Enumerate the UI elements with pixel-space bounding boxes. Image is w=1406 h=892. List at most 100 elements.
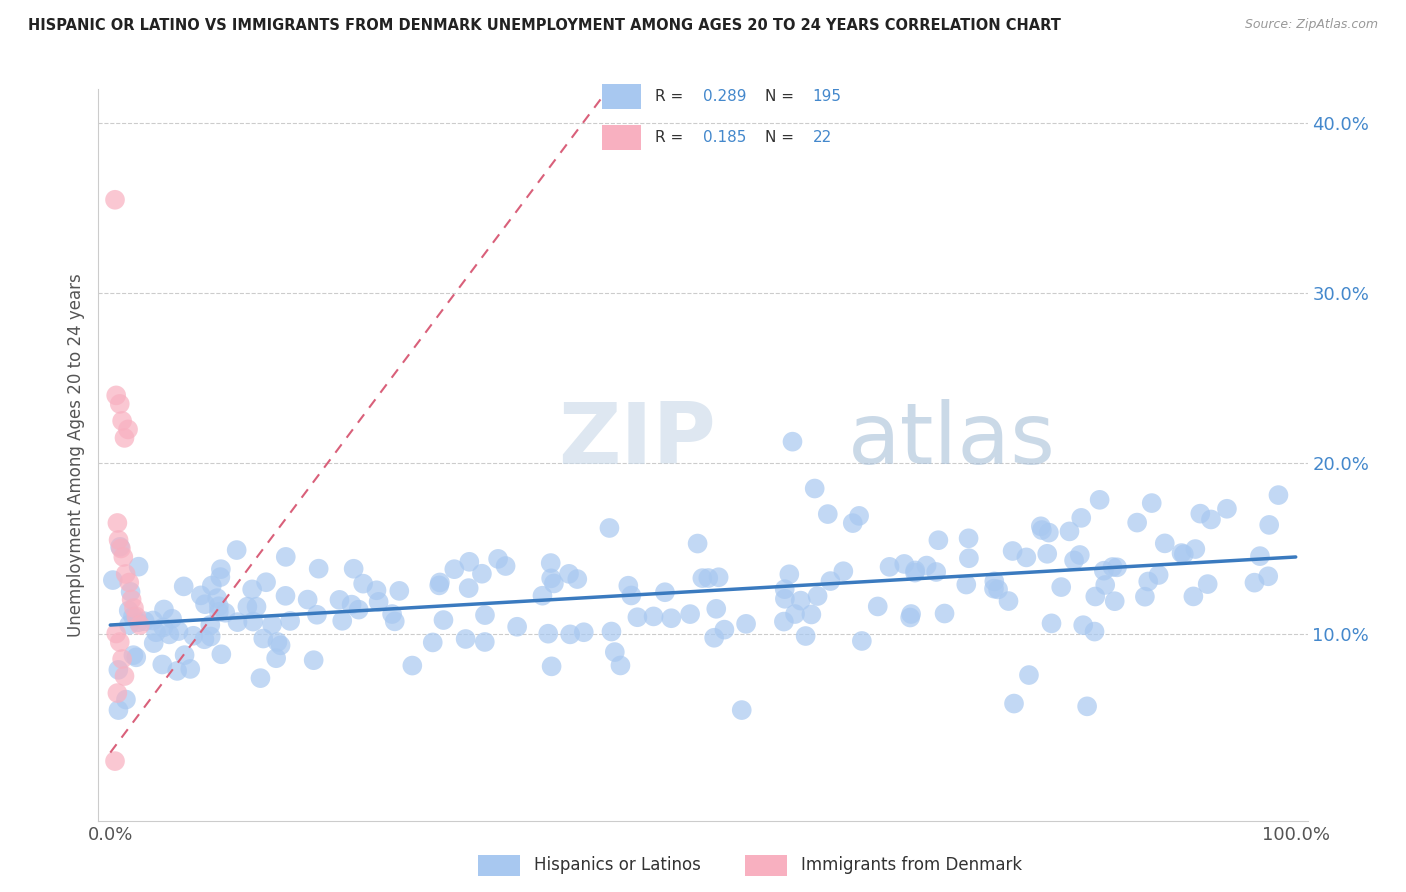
- Point: [1133, 590, 1156, 604]
- Point: [1094, 578, 1116, 592]
- Point: [122, 648, 145, 662]
- Text: N =: N =: [765, 130, 799, 145]
- Text: HISPANIC OR LATINO VS IMMIGRANTS FROM DENMARK UNEMPLOYMENT AMONG AGES 20 TO 24 Y: HISPANIC OR LATINO VS IMMIGRANTS FROM DE…: [28, 18, 1062, 33]
- Point: [1184, 542, 1206, 557]
- Point: [264, 651, 287, 665]
- Point: [817, 507, 839, 521]
- Point: [800, 607, 823, 622]
- Bar: [602, 84, 641, 109]
- Point: [236, 599, 259, 614]
- Point: [422, 635, 444, 649]
- Point: [454, 632, 477, 646]
- Point: [142, 636, 165, 650]
- Point: [429, 575, 451, 590]
- Point: [957, 551, 980, 566]
- Point: [543, 576, 565, 591]
- Point: [904, 563, 927, 577]
- Point: [145, 625, 167, 640]
- Point: [107, 663, 129, 677]
- Point: [1153, 536, 1175, 550]
- Point: [1001, 544, 1024, 558]
- Point: [384, 615, 406, 629]
- Point: [110, 541, 132, 556]
- Text: Hispanics or Latinos: Hispanics or Latinos: [534, 856, 702, 874]
- Text: 22: 22: [813, 130, 832, 145]
- Point: [101, 573, 124, 587]
- Point: [108, 635, 131, 649]
- Point: [1070, 511, 1092, 525]
- Bar: [602, 125, 641, 150]
- Point: [778, 567, 800, 582]
- Point: [114, 566, 136, 581]
- Point: [1105, 560, 1128, 574]
- Point: [127, 615, 149, 630]
- Point: [108, 397, 131, 411]
- Point: [245, 599, 267, 614]
- Point: [1243, 575, 1265, 590]
- Point: [111, 414, 134, 428]
- Point: [114, 669, 136, 683]
- Point: [458, 555, 481, 569]
- Point: [201, 578, 224, 592]
- Point: [603, 645, 626, 659]
- Point: [1083, 624, 1105, 639]
- Point: [927, 533, 949, 548]
- Point: [735, 616, 758, 631]
- Point: [783, 607, 806, 621]
- Point: [254, 575, 277, 590]
- Point: [328, 592, 350, 607]
- Point: [208, 605, 231, 619]
- Point: [274, 549, 297, 564]
- Point: [205, 591, 228, 606]
- Text: N =: N =: [765, 89, 799, 103]
- Point: [166, 664, 188, 678]
- Text: 0.185: 0.185: [703, 130, 747, 145]
- Point: [560, 627, 582, 641]
- Point: [122, 609, 145, 624]
- Point: [249, 671, 271, 685]
- Point: [118, 575, 141, 590]
- Point: [643, 609, 665, 624]
- Point: [609, 658, 631, 673]
- Point: [308, 562, 330, 576]
- Point: [626, 610, 648, 624]
- Point: [150, 657, 173, 672]
- Point: [572, 625, 595, 640]
- Point: [302, 653, 325, 667]
- Point: [471, 566, 494, 581]
- Point: [686, 536, 709, 550]
- Point: [692, 571, 714, 585]
- Point: [242, 615, 264, 629]
- Point: [851, 634, 873, 648]
- Point: [226, 615, 249, 629]
- Point: [794, 629, 817, 643]
- Point: [558, 566, 581, 581]
- Point: [297, 592, 319, 607]
- Point: [193, 632, 215, 647]
- Point: [153, 602, 176, 616]
- Point: [128, 559, 150, 574]
- Point: [115, 692, 138, 706]
- Point: [366, 583, 388, 598]
- Point: [1031, 523, 1053, 537]
- Point: [807, 589, 830, 603]
- Point: [129, 618, 152, 632]
- Point: [330, 614, 353, 628]
- Point: [209, 570, 232, 584]
- Point: [173, 648, 195, 662]
- Point: [925, 565, 948, 579]
- Point: [142, 614, 165, 628]
- Point: [506, 620, 529, 634]
- Point: [1197, 577, 1219, 591]
- Point: [1267, 488, 1289, 502]
- Point: [108, 540, 131, 554]
- Point: [120, 585, 142, 599]
- Point: [105, 626, 128, 640]
- Point: [1258, 517, 1281, 532]
- Point: [773, 615, 796, 629]
- Point: [707, 570, 730, 584]
- Point: [122, 601, 145, 615]
- Point: [157, 627, 180, 641]
- Point: [167, 624, 190, 638]
- Point: [270, 638, 292, 652]
